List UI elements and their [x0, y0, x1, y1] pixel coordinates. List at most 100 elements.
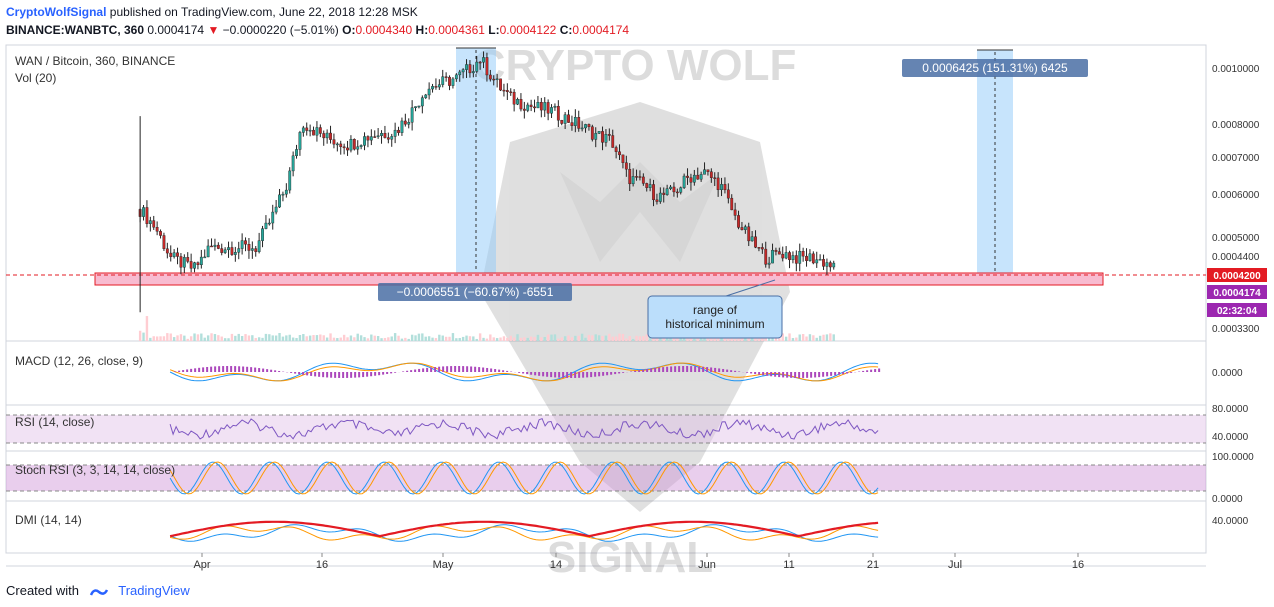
candle[interactable] — [750, 231, 754, 242]
candle[interactable] — [822, 254, 825, 270]
candle[interactable] — [142, 204, 145, 221]
dmi-pane[interactable] — [5, 500, 1207, 554]
candle[interactable] — [397, 126, 400, 136]
candle[interactable] — [631, 168, 635, 187]
candle[interactable] — [458, 69, 462, 82]
candle[interactable] — [730, 194, 734, 211]
candle[interactable] — [373, 130, 377, 138]
candle[interactable] — [186, 252, 190, 264]
candle[interactable] — [594, 127, 598, 148]
candle[interactable] — [390, 133, 394, 147]
candle[interactable] — [165, 242, 169, 259]
candle[interactable] — [573, 109, 577, 133]
candle[interactable] — [611, 129, 615, 148]
candle[interactable] — [169, 245, 173, 262]
candle[interactable] — [580, 121, 584, 132]
candle[interactable] — [672, 182, 676, 197]
candle[interactable] — [757, 247, 761, 252]
candle[interactable] — [237, 241, 241, 260]
candle[interactable] — [332, 133, 336, 149]
candle[interactable] — [223, 247, 227, 255]
candle[interactable] — [597, 131, 601, 135]
candle[interactable] — [199, 249, 203, 269]
candle[interactable] — [305, 122, 309, 136]
candle[interactable] — [359, 144, 363, 150]
candle[interactable] — [808, 249, 812, 262]
candle[interactable] — [291, 151, 295, 177]
candle[interactable] — [794, 250, 798, 272]
candle[interactable] — [179, 253, 183, 275]
candle[interactable] — [414, 106, 417, 112]
candle[interactable] — [692, 169, 696, 186]
candle[interactable] — [699, 171, 703, 182]
candle[interactable] — [791, 251, 795, 264]
candle[interactable] — [563, 112, 567, 130]
candle[interactable] — [638, 170, 642, 181]
candle[interactable] — [454, 73, 458, 82]
trading-chart[interactable]: CRYPTO WOLF SIGNAL Apr 16 May 14 Jun 11 21 Jul 1… — [0, 42, 1274, 580]
candle[interactable] — [747, 222, 751, 247]
candle[interactable] — [828, 260, 832, 272]
candle[interactable] — [145, 200, 149, 228]
candle[interactable] — [726, 183, 730, 204]
candle[interactable] — [465, 59, 468, 78]
candle[interactable] — [492, 75, 496, 86]
candle[interactable] — [155, 221, 159, 236]
candle[interactable] — [614, 145, 618, 159]
candle[interactable] — [420, 95, 424, 114]
candle[interactable] — [427, 82, 431, 100]
candle[interactable] — [284, 183, 288, 198]
candle[interactable] — [393, 122, 397, 144]
candle[interactable] — [254, 246, 258, 257]
candle[interactable] — [482, 51, 485, 69]
author-name[interactable]: CryptoWolfSignal — [6, 5, 107, 19]
candle[interactable] — [383, 125, 387, 139]
candle[interactable] — [539, 97, 543, 118]
candle[interactable] — [760, 243, 764, 254]
candle[interactable] — [645, 182, 649, 192]
candle[interactable] — [509, 88, 513, 96]
candle[interactable] — [386, 132, 390, 144]
candle[interactable] — [301, 125, 305, 137]
candle[interactable] — [471, 64, 475, 78]
candle[interactable] — [295, 144, 298, 159]
candle[interactable] — [162, 232, 166, 251]
candle[interactable] — [352, 138, 356, 151]
candle[interactable] — [315, 121, 319, 142]
candle[interactable] — [723, 177, 727, 194]
candle[interactable] — [805, 248, 808, 267]
candle[interactable] — [325, 129, 329, 144]
candle[interactable] — [499, 78, 502, 92]
candle[interactable] — [703, 162, 706, 175]
candle[interactable] — [403, 113, 407, 127]
candle[interactable] — [669, 184, 672, 191]
candle[interactable] — [570, 115, 574, 131]
candle[interactable] — [281, 191, 285, 202]
candle[interactable] — [618, 144, 621, 160]
candle[interactable] — [424, 93, 428, 100]
candle[interactable] — [240, 233, 244, 255]
candle[interactable] — [553, 103, 557, 111]
candle[interactable] — [648, 178, 652, 192]
candle[interactable] — [505, 83, 509, 100]
candle[interactable] — [658, 187, 662, 204]
candle[interactable] — [774, 247, 778, 256]
candle[interactable] — [516, 97, 519, 106]
candle[interactable] — [811, 251, 815, 265]
candle[interactable] — [451, 77, 455, 89]
candle[interactable] — [216, 242, 220, 250]
candle[interactable] — [271, 204, 275, 230]
candle[interactable] — [737, 210, 740, 230]
candle[interactable] — [148, 216, 152, 232]
candle[interactable] — [675, 188, 679, 198]
candle[interactable] — [686, 168, 689, 185]
candle[interactable] — [560, 119, 564, 126]
candle[interactable] — [257, 232, 261, 254]
candle[interactable] — [196, 261, 200, 270]
candle[interactable] — [356, 140, 360, 155]
range-callout-box[interactable] — [647, 295, 783, 339]
candle[interactable] — [536, 95, 540, 109]
candle[interactable] — [716, 172, 720, 197]
candle[interactable] — [754, 230, 757, 249]
candle[interactable] — [743, 224, 747, 234]
